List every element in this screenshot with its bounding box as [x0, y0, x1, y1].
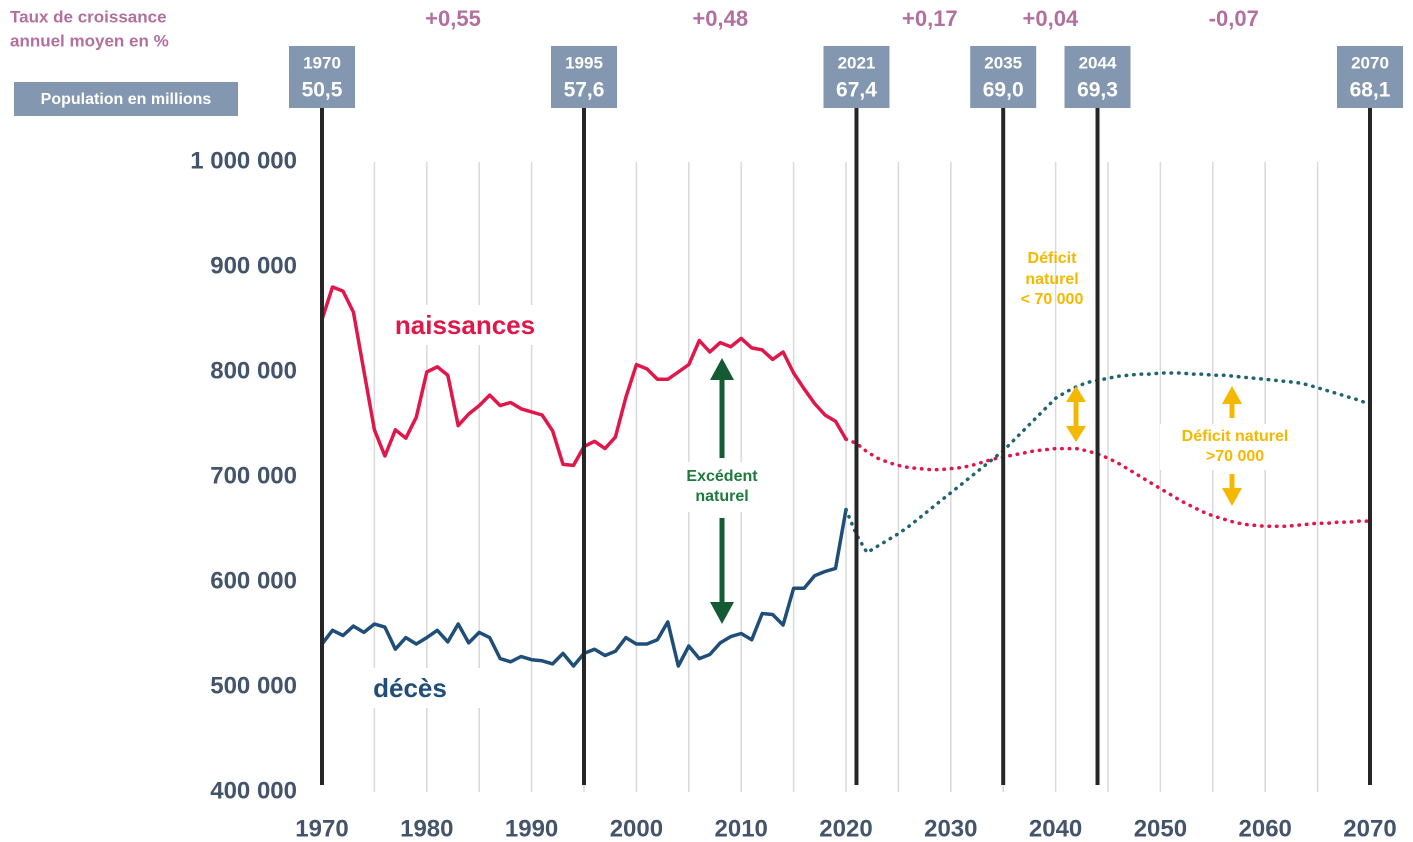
- x-tick-label: 2040: [1029, 815, 1082, 842]
- milestone-population: 69,3: [1077, 79, 1118, 102]
- milestone-box: [1064, 46, 1131, 108]
- x-tick-label: 2060: [1239, 815, 1292, 842]
- label-bg: [355, 668, 485, 708]
- growth-rate: -0,07: [1209, 6, 1259, 31]
- milestone-population: 67,4: [836, 79, 877, 102]
- label-bg: [1160, 424, 1310, 470]
- y-tick-label: 600 000: [210, 567, 297, 594]
- annotation: naturel: [1025, 271, 1078, 288]
- x-tick-label: 2070: [1343, 815, 1396, 842]
- milestones: 1970 50,5 1995 57,6 2021 67,4 2035 69,0 2044 69,3…: [289, 46, 1403, 785]
- series-label: décès: [373, 673, 447, 703]
- y-tick-label: 1 000 000: [190, 147, 297, 174]
- population-heading: Population en millions: [41, 91, 212, 108]
- milestone-population: 50,5: [302, 79, 343, 102]
- label-bg: [385, 305, 545, 345]
- growth-rate: +0,55: [425, 6, 481, 31]
- annotation: Excédent: [686, 468, 758, 485]
- milestone-year: 2070: [1351, 53, 1389, 72]
- milestone-population: 68,1: [1350, 79, 1391, 102]
- annotation: < 70 000: [1021, 291, 1084, 308]
- x-tick-label: 1990: [505, 815, 558, 842]
- y-tick-label: 800 000: [210, 357, 297, 384]
- annotation: >70 000: [1206, 448, 1264, 465]
- annotation: naturel: [695, 488, 748, 505]
- deficit-arrows: [1066, 386, 1242, 506]
- population-heading-box: [14, 82, 238, 116]
- y-tick-label: 400 000: [210, 777, 297, 804]
- x-tick-label: 1970: [295, 815, 348, 842]
- growth-rate: +0,48: [692, 6, 748, 31]
- projection-line: [844, 371, 1372, 555]
- milestone-box: [1337, 46, 1403, 108]
- x-tick-label: 2050: [1134, 815, 1187, 842]
- milestone-population: 69,0: [983, 79, 1024, 102]
- milestone-year: 1995: [565, 53, 603, 72]
- milestone-population: 57,6: [564, 79, 605, 102]
- growth-rate: +0,04: [1023, 6, 1079, 31]
- x-tick-label: 2010: [715, 815, 768, 842]
- rate-heading: annuel moyen en %: [10, 31, 169, 50]
- milestone-box: [289, 46, 355, 108]
- projection-line: [844, 437, 1372, 529]
- y-tick-label: 700 000: [210, 462, 297, 489]
- milestone-year: 2035: [984, 53, 1022, 72]
- milestone-box: [823, 46, 890, 108]
- surplus-arrow: [710, 358, 734, 624]
- x-tick-label: 1980: [400, 815, 453, 842]
- label-bg: [660, 462, 784, 512]
- series-label: naissances: [395, 310, 535, 340]
- rate-heading: Taux de croissance: [10, 7, 167, 26]
- x-tick-label: 2000: [610, 815, 663, 842]
- milestone-year: 2044: [1079, 53, 1117, 72]
- x-tick-label: 2030: [924, 815, 977, 842]
- milestone-box: [970, 46, 1037, 108]
- milestone-box: [551, 46, 617, 108]
- x-tick-label: 2020: [819, 815, 872, 842]
- annotation: Déficit: [1028, 250, 1078, 267]
- milestone-year: 1970: [303, 53, 341, 72]
- y-tick-label: 500 000: [210, 672, 297, 699]
- milestone-year: 2021: [838, 53, 876, 72]
- annotation: Déficit naturel: [1182, 428, 1289, 445]
- y-tick-label: 900 000: [210, 252, 297, 279]
- growth-rate: +0,17: [902, 6, 958, 31]
